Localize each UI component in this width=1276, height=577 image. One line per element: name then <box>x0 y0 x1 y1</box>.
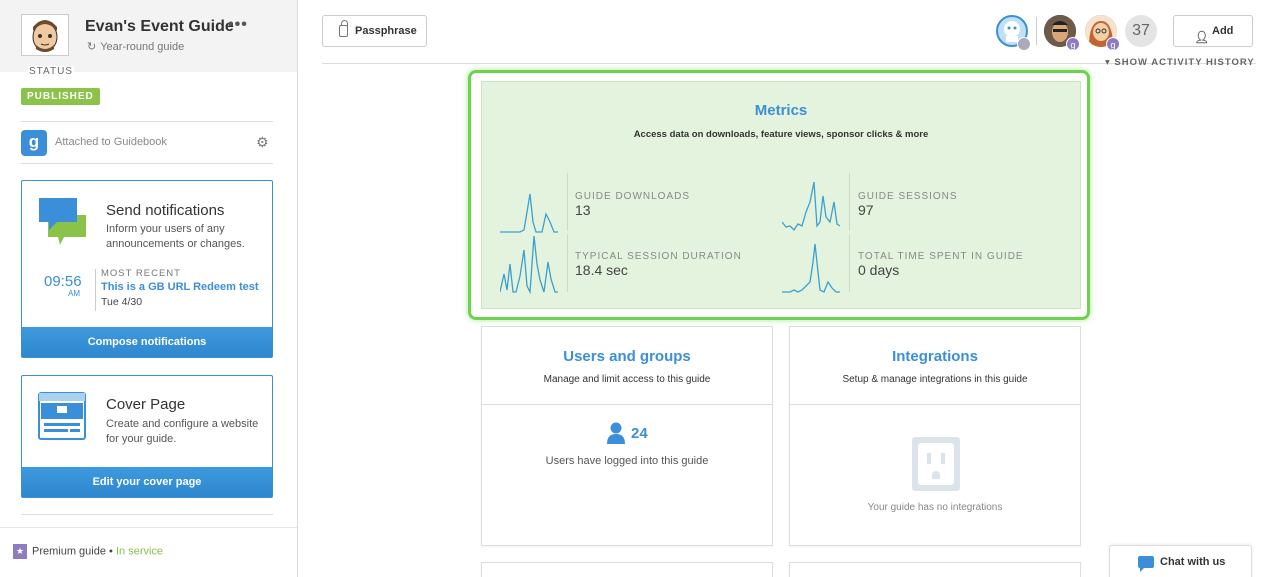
user-count-desc: Users have logged into this guide <box>545 455 709 467</box>
status-label: STATUS <box>28 66 74 77</box>
metrics-title: Metrics <box>754 102 808 119</box>
most-recent-label: MOST RECENT <box>101 268 181 279</box>
guidebook-badge-icon: g <box>1066 37 1080 51</box>
guidebook-badge-icon: g <box>1106 37 1120 51</box>
activity-label: SHOW ACTIVITY HISTORY <box>1114 57 1255 68</box>
premium-status: ★ Premium guide • In service <box>13 544 163 559</box>
passphrase-button[interactable]: Passphrase <box>322 15 427 47</box>
chat-with-us-button[interactable]: Chat with us <box>1109 545 1252 577</box>
guide-subtitle: ↻ Year-round guide <box>87 40 184 53</box>
premium-label: Premium guide <box>32 545 106 558</box>
divider <box>21 163 273 164</box>
cover-page-card: Cover Page Create and configure a websit… <box>21 375 273 498</box>
divider <box>567 234 568 292</box>
metrics-subtitle: Access data on downloads, feature views,… <box>633 129 929 140</box>
duration-sparkline <box>500 235 558 294</box>
chat-bubbles-icon <box>38 197 88 252</box>
integrations-title: Integrations <box>892 348 978 365</box>
header-divider <box>322 63 1256 64</box>
metric-value-total-time: 0 days <box>858 262 900 278</box>
guide-avatar[interactable] <box>21 14 69 56</box>
in-service-label: In service <box>115 545 164 558</box>
partial-panel <box>481 562 773 577</box>
divider <box>1036 17 1037 45</box>
recent-notification-link[interactable]: This is a GB URL Redeem test <box>101 281 259 293</box>
status-badge: PUBLISHED <box>21 88 100 105</box>
recent-date: Tue 4/30 <box>101 296 143 308</box>
metric-value-downloads: 13 <box>575 202 591 218</box>
add-user-icon: 👤︎ <box>1194 30 1210 44</box>
metrics-highlight <box>468 70 1090 320</box>
divider <box>21 121 273 122</box>
divider <box>21 514 273 515</box>
metric-label-duration: TYPICAL SESSION DURATION <box>575 251 742 262</box>
passphrase-label: Passphrase <box>355 25 417 37</box>
divider <box>849 234 850 292</box>
integrations-subtitle: Setup & manage integrations in this guid… <box>842 374 1028 385</box>
downloads-sparkline <box>500 193 558 233</box>
edit-cover-page-button[interactable]: Edit your cover page <box>22 467 272 497</box>
user-count: 24 <box>631 425 648 442</box>
recent-ampm: AM <box>68 289 80 298</box>
partial-panel <box>789 562 1081 577</box>
divider <box>95 269 96 311</box>
notifications-desc: Inform your users of any announcements o… <box>106 223 245 250</box>
premium-star-icon: ★ <box>13 544 27 559</box>
guidebook-icon: g <box>21 130 47 156</box>
recent-time: 09:56 <box>44 273 82 290</box>
cover-page-title: Cover Page <box>106 396 186 413</box>
users-groups-panel[interactable]: Users and groups Manage and limit access… <box>481 326 773 546</box>
caret-down-icon: ▾ <box>1105 57 1111 68</box>
cover-page-desc: Create and configure a website for your … <box>106 418 259 445</box>
notifications-title: Send notifications <box>106 202 225 219</box>
webpage-icon <box>38 392 86 445</box>
power-outlet-icon <box>912 437 960 491</box>
metrics-panel[interactable]: Metrics Access data on downloads, featur… <box>481 81 1081 309</box>
metric-value-duration: 18.4 sec <box>575 262 628 278</box>
lock-icon <box>339 20 348 37</box>
add-collaborator-button[interactable]: 👤︎ Add <box>1173 15 1253 47</box>
gear-icon[interactable]: ⚙ <box>256 134 269 150</box>
guide-title: Evan's Event Guide <box>85 18 234 35</box>
divider <box>0 527 297 528</box>
sessions-sparkline <box>782 182 840 232</box>
metric-label-sessions: GUIDE SESSIONS <box>858 191 958 202</box>
attached-label: Attached to Guidebook <box>55 136 167 148</box>
add-label: Add <box>1212 25 1234 37</box>
bullet: • <box>109 545 113 558</box>
collaborator-count[interactable]: 37 <box>1125 15 1157 47</box>
total-time-sparkline <box>782 243 840 293</box>
chat-icon <box>1138 556 1154 572</box>
show-activity-history-link[interactable]: ▾ SHOW ACTIVITY HISTORY <box>1105 57 1255 68</box>
divider <box>849 173 850 231</box>
metric-label-total-time: TOTAL TIME SPENT IN GUIDE <box>858 251 1024 262</box>
chat-label: Chat with us <box>1160 556 1226 568</box>
users-groups-title: Users and groups <box>563 348 691 365</box>
divider <box>790 404 1080 405</box>
metric-value-sessions: 97 <box>858 202 874 218</box>
sidebar: Evan's Event Guide ••• ↻ Year-round guide… <box>0 0 298 577</box>
notifications-card: Send notifications Inform your users of … <box>21 180 273 358</box>
divider <box>567 173 568 231</box>
more-options-icon[interactable]: ••• <box>228 16 248 33</box>
divider <box>482 404 772 405</box>
guide-subtitle-text: Year-round guide <box>100 41 185 53</box>
integrations-panel[interactable]: Integrations Setup & manage integrations… <box>789 326 1081 546</box>
user-icon <box>607 422 625 444</box>
no-integrations-label: Your guide has no integrations <box>867 502 1003 513</box>
compose-notifications-button[interactable]: Compose notifications <box>22 327 272 357</box>
metric-label-downloads: GUIDE DOWNLOADS <box>575 191 691 202</box>
users-groups-subtitle: Manage and limit access to this guide <box>543 374 711 385</box>
refresh-icon: ↻ <box>87 41 97 53</box>
bot-badge-icon <box>1017 37 1031 51</box>
